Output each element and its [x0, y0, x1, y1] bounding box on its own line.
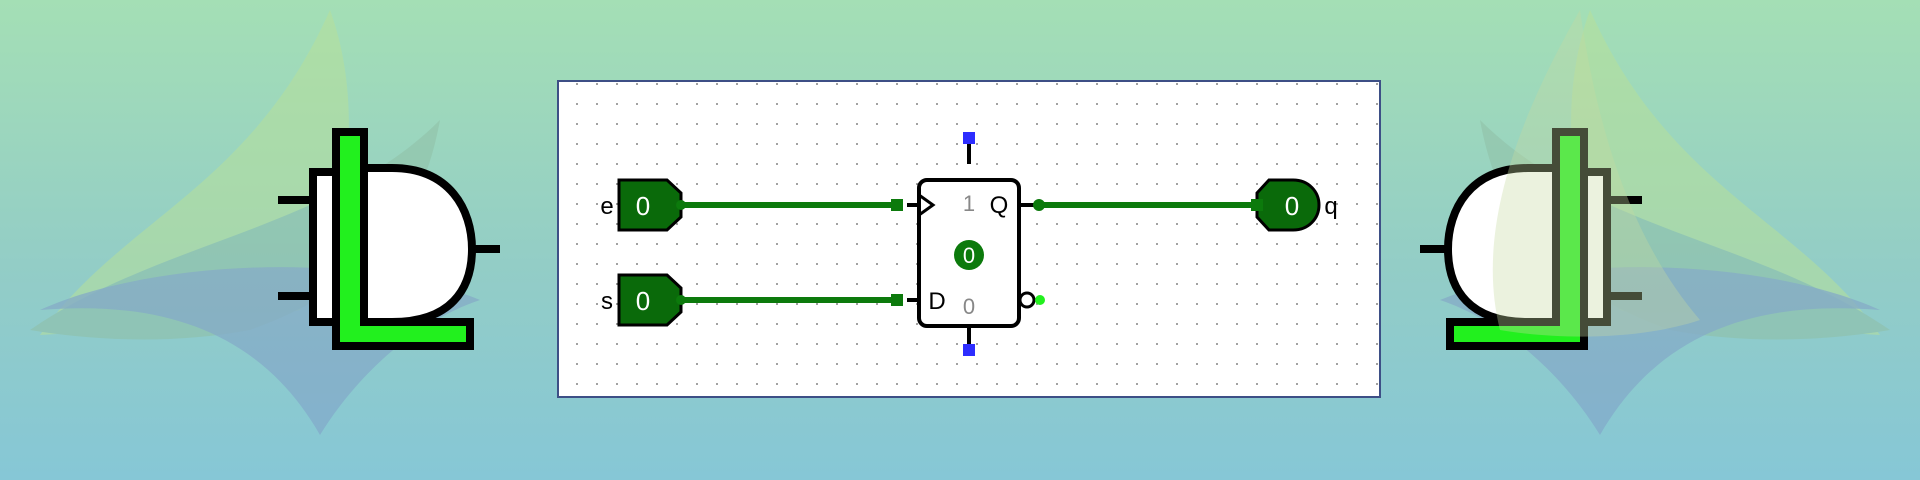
- leaf-overlay-right: [1492, 10, 1700, 337]
- gate-logo-right: [1420, 128, 1642, 350]
- input-label-s: s: [601, 288, 613, 315]
- q-bar-connector[interactable]: [1035, 295, 1045, 305]
- d-state-digit: 0: [963, 294, 975, 319]
- q-bar-inverter-bubble: [1018, 291, 1036, 309]
- input-pin-e-value: 0: [636, 191, 650, 221]
- gate-logo-left: [278, 128, 500, 350]
- d-flip-flop[interactable]: 1 Q 0 D 0: [891, 132, 1045, 356]
- q-output-connector[interactable]: [1033, 199, 1045, 211]
- q-state-digit: 1: [963, 191, 975, 216]
- flip-flop-state-indicator: [954, 240, 984, 270]
- q-label: Q: [990, 192, 1009, 219]
- flip-flop-state-value: 0: [963, 243, 975, 268]
- circuit-diagram: 0 e 0 s 1 Q 0 D 0 0 q: [600, 132, 1338, 356]
- pin-connector[interactable]: [676, 295, 686, 305]
- input-pin-s-value: 0: [636, 286, 650, 316]
- output-label-q: q: [1324, 193, 1337, 220]
- d-input-connector[interactable]: [891, 294, 903, 306]
- output-pin-q-value: 0: [1285, 191, 1299, 221]
- input-pin-e[interactable]: 0: [617, 178, 686, 232]
- wires: [681, 202, 1257, 303]
- output-pin-q[interactable]: 0: [1251, 178, 1321, 232]
- input-pin-s[interactable]: 0: [617, 273, 686, 327]
- clock-input-connector[interactable]: [891, 199, 903, 211]
- flip-flop-set-pin[interactable]: [963, 132, 975, 144]
- pin-connector[interactable]: [676, 200, 686, 210]
- flip-flop-reset-pin[interactable]: [963, 344, 975, 356]
- d-label: D: [928, 288, 945, 315]
- input-label-e: e: [600, 193, 613, 220]
- output-connector[interactable]: [1251, 199, 1263, 211]
- clock-triangle: [918, 193, 936, 217]
